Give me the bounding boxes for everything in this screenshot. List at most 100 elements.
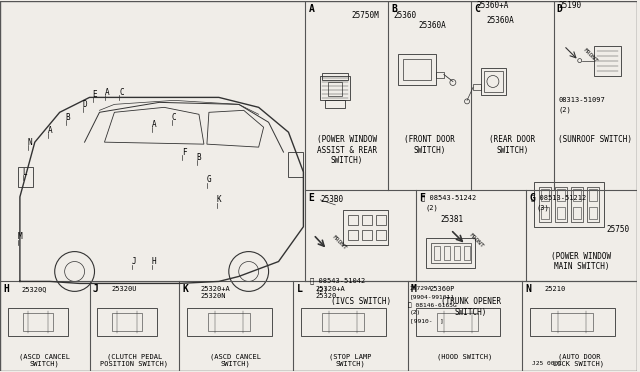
Text: (IVCS SWITCH): (IVCS SWITCH) [330,297,390,307]
Text: (ASCD CANCEL
SWITCH): (ASCD CANCEL SWITCH) [211,353,261,367]
Text: (2): (2) [559,106,572,113]
Text: (HOOD SWITCH): (HOOD SWITCH) [437,353,492,360]
Text: A: A [308,4,314,14]
Bar [589,189,597,201]
Text: G: G [529,193,535,203]
Bar [325,100,345,108]
Text: J25 000C: J25 000C [532,361,562,366]
Bar [376,230,386,240]
Text: (SUNROOF SWITCH): (SUNROOF SWITCH) [558,135,632,144]
Text: C: C [474,4,480,14]
Text: 25360A: 25360A [418,21,446,30]
Text: 25729A: 25729A [410,286,433,291]
Text: C: C [119,88,124,97]
Bar [362,215,372,225]
Text: 25381: 25381 [441,215,464,224]
Bar [484,71,503,92]
Text: 25750: 25750 [607,225,630,234]
Text: 25320Q: 25320Q [22,286,47,292]
Text: [9910-  ]: [9910- ] [410,318,444,323]
Text: H: H [152,257,157,266]
Text: 25190: 25190 [559,1,582,10]
Bar [320,76,350,100]
Text: J: J [132,257,136,266]
Bar [362,230,372,240]
Bar [534,182,604,227]
Bar [434,246,440,260]
Bar [403,59,431,80]
Text: [9904-99101]: [9904-99101] [410,294,455,299]
Text: (AUTO DOOR
LOCK SWITCH): (AUTO DOOR LOCK SWITCH) [554,353,604,367]
Bar [416,308,500,336]
Bar [348,230,358,240]
Bar [551,313,593,331]
Bar [587,187,599,222]
Bar [573,189,581,201]
Bar [530,308,615,336]
Text: (STOP LAMP
SWITCH): (STOP LAMP SWITCH) [329,353,371,367]
Text: (ASCD CANCEL
SWITCH): (ASCD CANCEL SWITCH) [19,353,70,367]
Bar [557,207,565,219]
Bar [289,152,303,177]
Bar [187,308,271,336]
Bar [589,207,597,219]
Text: (2): (2) [410,310,421,315]
Text: Ⓢ 08513-51212: Ⓢ 08513-51212 [531,195,586,202]
Bar [323,73,348,80]
Text: L: L [22,167,27,176]
Text: J: J [93,285,99,294]
Text: 25360A: 25360A [486,16,514,25]
Text: A: A [105,88,109,97]
Text: 25320U: 25320U [111,286,137,292]
Text: K: K [182,285,188,294]
Bar [573,207,581,219]
Text: FRONT: FRONT [582,47,598,64]
Text: (REAR DOOR
SWITCH): (REAR DOOR SWITCH) [490,135,536,155]
Text: A: A [47,126,52,135]
Text: N: N [525,285,531,294]
Text: M: M [17,232,22,241]
Text: M: M [411,285,417,294]
Bar [539,187,551,222]
Bar [555,187,567,222]
Text: (2): (2) [316,286,328,293]
Bar [301,308,386,336]
Bar [436,71,444,77]
Text: Ⓑ 08146-6165G: Ⓑ 08146-6165G [408,302,456,308]
Bar [463,246,470,260]
Bar [541,207,549,219]
Text: (TRUNK OPENER
SWITCH): (TRUNK OPENER SWITCH) [441,297,501,317]
Bar [431,243,470,263]
Text: L: L [296,285,302,294]
Bar [348,215,358,225]
Text: 25210: 25210 [544,286,565,292]
Bar [398,54,436,86]
Text: K: K [216,195,221,204]
Text: 25360P: 25360P [429,286,455,292]
Text: H: H [3,285,9,294]
Bar [444,246,450,260]
Text: (CLUTCH PEDAL
POSITION SWITCH): (CLUTCH PEDAL POSITION SWITCH) [100,353,168,367]
Text: 25320+A
25320: 25320+A 25320 [316,286,345,299]
Bar [426,238,476,267]
Text: Ⓢ 08543-51042: Ⓢ 08543-51042 [310,278,365,284]
Bar [436,313,479,331]
Text: D: D [557,4,563,14]
Text: D: D [83,100,87,109]
Text: 25360+A: 25360+A [476,1,508,10]
Bar [23,313,52,331]
Text: 25750M: 25750M [351,11,379,20]
Bar [8,308,68,336]
Text: B: B [196,153,201,161]
Text: C: C [172,113,177,122]
Text: E: E [92,90,97,99]
Text: (POWER WINDOW
MAIN SWITCH): (POWER WINDOW MAIN SWITCH) [552,251,611,271]
Text: N: N [28,138,32,147]
Text: 25320+A
25320N: 25320+A 25320N [201,286,230,299]
Text: G: G [207,176,211,185]
Bar [343,210,388,245]
Bar [18,167,33,187]
Text: (FRONT DOOR
SWITCH): (FRONT DOOR SWITCH) [404,135,455,155]
Text: FRONT: FRONT [468,232,484,248]
Bar [208,313,250,331]
